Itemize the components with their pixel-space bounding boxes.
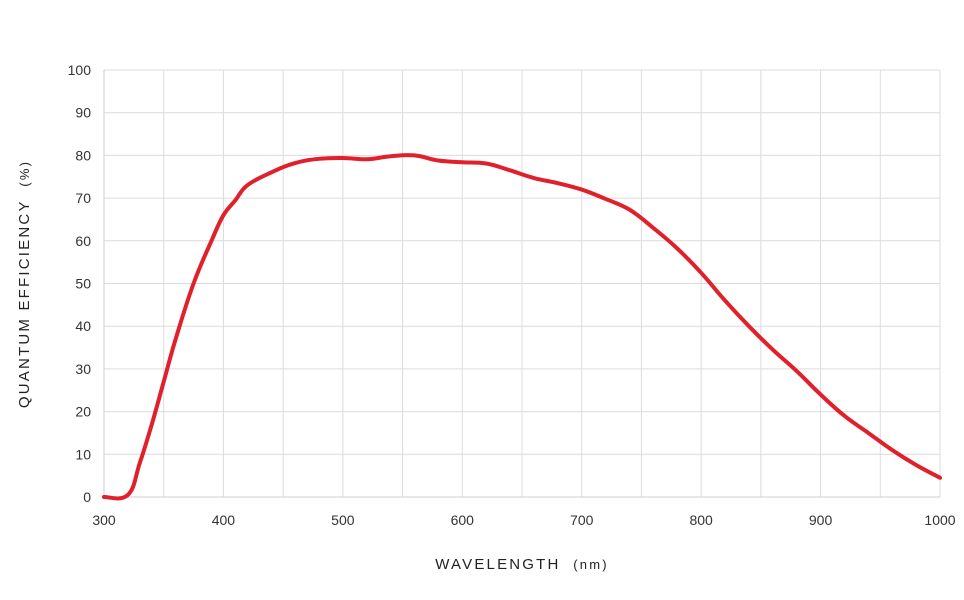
x-tick-label: 300 <box>92 512 116 528</box>
x-tick-label: 700 <box>570 512 594 528</box>
grid <box>103 69 941 498</box>
x-axis-ticks: 300 400 500 600 700 800 900 1000 <box>92 512 955 528</box>
y-tick-label: 40 <box>75 318 91 334</box>
x-tick-label: 600 <box>451 512 475 528</box>
y-tick-label: 30 <box>75 361 91 377</box>
x-axis-title: WAVELENGTH (nm) <box>435 556 609 573</box>
x-tick-label: 500 <box>331 512 355 528</box>
y-tick-label: 10 <box>75 446 91 462</box>
quantum-efficiency-line <box>102 153 942 501</box>
y-tick-label: 70 <box>75 190 91 206</box>
y-axis-title-main: QUANTUM EFFICIENCY <box>16 199 33 408</box>
y-tick-label: 80 <box>75 147 91 163</box>
y-tick-label: 90 <box>75 105 91 121</box>
y-axis-ticks: 0 10 20 30 40 50 60 70 80 90 100 <box>68 62 92 505</box>
y-tick-label: 60 <box>75 233 91 249</box>
y-tick-label: 100 <box>68 62 92 78</box>
y-tick-label: 20 <box>75 404 91 420</box>
x-tick-label: 900 <box>809 512 833 528</box>
x-axis-title-unit: (nm) <box>573 557 609 572</box>
x-tick-label: 400 <box>212 512 236 528</box>
y-axis-title: QUANTUM EFFICIENCY (%) <box>16 160 33 408</box>
y-axis-title-unit: (%) <box>17 160 32 187</box>
x-tick-label: 800 <box>689 512 713 528</box>
y-tick-label: 0 <box>83 489 91 505</box>
x-tick-label: 1000 <box>924 512 955 528</box>
y-tick-label: 50 <box>75 276 91 292</box>
x-axis-title-main: WAVELENGTH <box>435 556 560 573</box>
